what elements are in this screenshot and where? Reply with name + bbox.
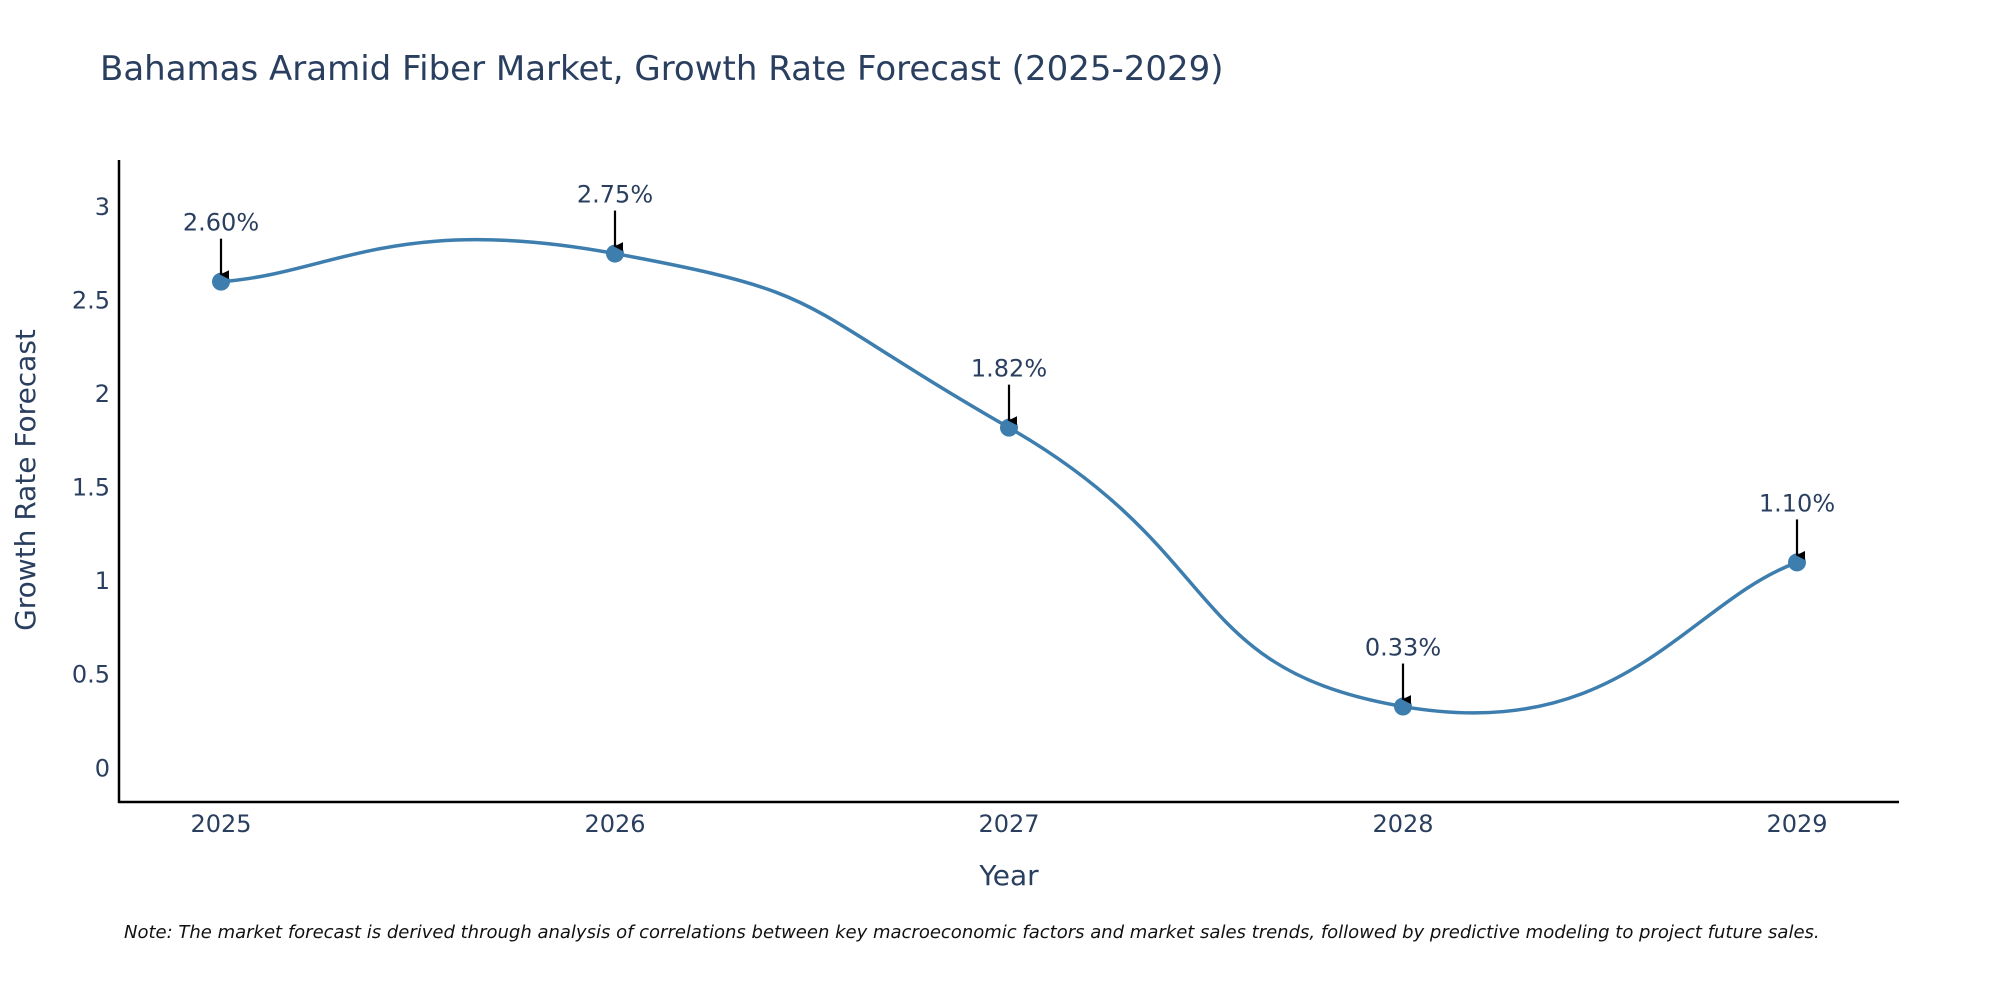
data-label: 1.10% (1759, 489, 1835, 517)
x-axis-title: Year (978, 859, 1039, 892)
data-point (1000, 418, 1018, 437)
data-label: 2.60% (183, 209, 259, 237)
series-line (220, 237, 1798, 715)
data-markers (212, 244, 1806, 716)
data-annotations: 2.60% 2.75% 1.82% 0.33% 1.10% (183, 181, 1835, 705)
x-tick-label: 2027 (978, 810, 1039, 838)
data-point (212, 272, 230, 291)
data-point (1394, 697, 1412, 716)
chart-title: Bahamas Aramid Fiber Market, Growth Rate… (100, 49, 1224, 89)
y-tick-label: 0 (95, 754, 110, 782)
y-tick-label: 2 (95, 380, 110, 408)
x-tick-label: 2028 (1372, 810, 1433, 838)
data-point (606, 244, 624, 263)
y-tick-label: 1.5 (72, 474, 110, 502)
data-label: 1.82% (971, 355, 1047, 383)
y-tick-label: 2.5 (72, 286, 110, 314)
data-label: 0.33% (1365, 634, 1441, 662)
data-point (1788, 553, 1806, 572)
data-label: 2.75% (577, 181, 653, 209)
y-tick-label: 1 (95, 567, 110, 595)
x-tick-label: 2026 (584, 810, 645, 838)
y-axis-ticks: 0 0.5 1 1.5 2 2.5 3 (72, 193, 110, 783)
x-tick-label: 2025 (190, 810, 251, 838)
y-axis-title: Growth Rate Forecast (9, 329, 42, 631)
x-axis-ticks: 2025 2026 2027 2028 2029 (190, 810, 1827, 838)
chart-note: Note: The market forecast is derived thr… (124, 922, 1820, 943)
y-tick-label: 3 (95, 193, 110, 221)
x-tick-label: 2029 (1766, 810, 1827, 838)
y-tick-label: 0.5 (72, 661, 110, 689)
